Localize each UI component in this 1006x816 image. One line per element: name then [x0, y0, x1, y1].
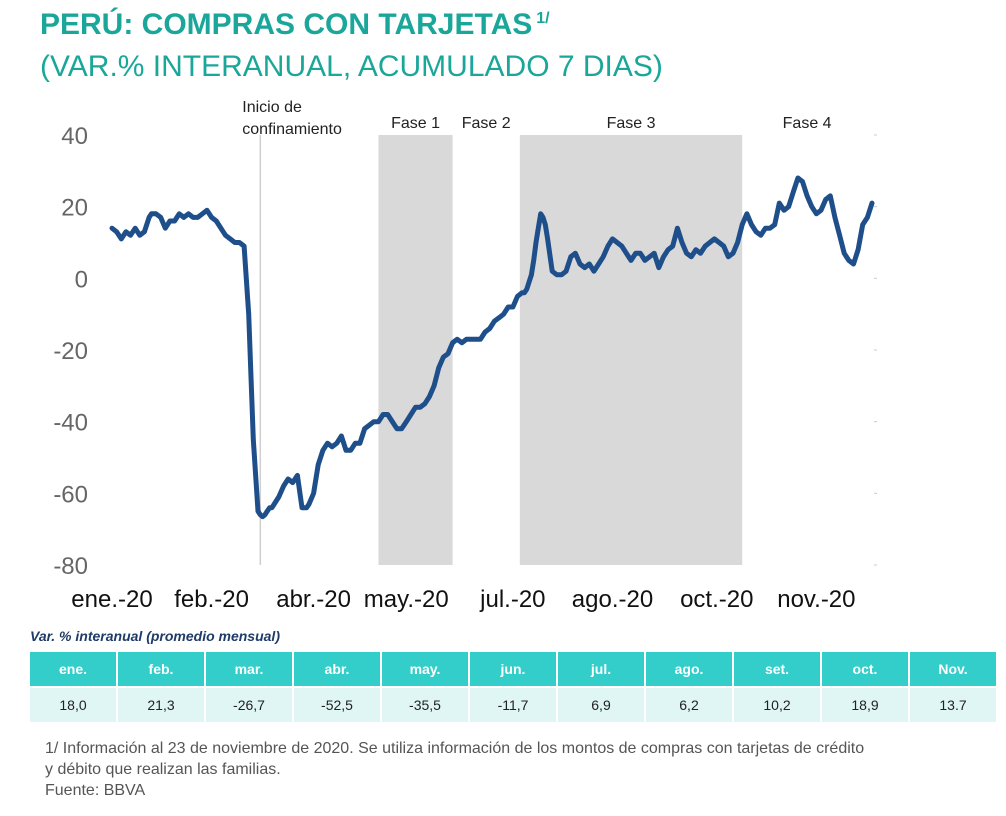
- line-chart: Fase 1 Fase 2 Fase 3 Fase 4 Inicio de confina…: [53, 99, 877, 613]
- footnote: 1/ Información al 23 de noviembre de 202…: [45, 738, 1005, 801]
- x-tick-label-3: may.-20: [364, 586, 449, 613]
- x-tick-label-5: ago.-20: [572, 586, 653, 613]
- y-tick-label-0: 40: [61, 123, 88, 150]
- phase-band-3: [519, 135, 743, 565]
- table-caption: Var. % interanual (promedio mensual): [30, 628, 280, 644]
- footnote-line2: y débito que realizan las familias.: [45, 761, 281, 778]
- table-header-8: set.: [734, 652, 820, 686]
- table-header-2: mar.: [206, 652, 292, 686]
- table-cell-10: 13.7: [910, 688, 996, 722]
- table-header-9: oct.: [822, 652, 908, 686]
- table-header-row: ene. feb. mar. abr. may. jun. jul. ago. set. oct.…: [30, 652, 996, 686]
- phase-label-3: Fase 3: [607, 115, 656, 132]
- series-line-0: [109, 175, 875, 520]
- footnote-line1: 1/ Información al 23 de noviembre de 202…: [45, 740, 865, 757]
- y-tick-label-4: -40: [53, 410, 88, 437]
- y-tick-label-1: 20: [61, 195, 88, 222]
- table-cell-3: -52,5: [294, 688, 380, 722]
- y-tick-label-6: -80: [53, 553, 88, 580]
- table-cell-7: 6,2: [646, 688, 732, 722]
- table-header-5: jun.: [470, 652, 556, 686]
- table-header-7: ago.: [646, 652, 732, 686]
- phase-label-1: Fase 1: [391, 115, 440, 132]
- chart-subtitle: (VAR.% INTERANUAL, ACUMULADO 7 DIAS): [40, 50, 663, 83]
- y-tick-label-3: -20: [53, 338, 88, 365]
- table-cell-2: -26,7: [206, 688, 292, 722]
- footnote-source: Fuente: BBVA: [45, 782, 146, 799]
- table-cell-1: 21,3: [118, 688, 204, 722]
- table-cell-5: -11,7: [470, 688, 556, 722]
- x-tick-label-6: oct.-20: [680, 586, 753, 613]
- phase-band-1: [378, 135, 453, 565]
- table-header-0: ene.: [30, 652, 116, 686]
- x-tick-label-2: abr.-20: [276, 586, 351, 613]
- table-cell-4: -35,5: [382, 688, 468, 722]
- x-tick-label-1: feb.-20: [174, 586, 249, 613]
- table-header-1: feb.: [118, 652, 204, 686]
- y-tick-label-5: -60: [53, 481, 88, 508]
- table-cell-8: 10,2: [734, 688, 820, 722]
- table-header-3: abr.: [294, 652, 380, 686]
- table-header-10: Nov.: [910, 652, 996, 686]
- x-tick-label-7: nov.-20: [777, 586, 855, 613]
- annotation-label-line2: confinamiento: [242, 121, 342, 138]
- table-header-6: jul.: [558, 652, 644, 686]
- annotation-label-line1: Inicio de: [242, 99, 302, 116]
- monthly-table: ene. feb. mar. abr. may. jun. jul. ago. set. oct.…: [28, 650, 998, 724]
- x-tick-label-4: jul.-20: [479, 586, 545, 613]
- phase-label-4: Fase 4: [783, 115, 832, 132]
- title-footnote-mark: 1/: [536, 10, 550, 27]
- x-tick-label-0: ene.-20: [71, 586, 152, 613]
- chart-title: PERÚ: COMPRAS CON TARJETAS 1/: [40, 8, 550, 42]
- phase-label-2: Fase 2: [462, 115, 511, 132]
- table-header-4: may.: [382, 652, 468, 686]
- table-row: 18,0 21,3 -26,7 -52,5 -35,5 -11,7 6,9 6,2 10,2 18…: [30, 688, 996, 722]
- table-cell-0: 18,0: [30, 688, 116, 722]
- chart-title-text: PERÚ: COMPRAS CON TARJETAS: [40, 8, 533, 41]
- table-cell-6: 6,9: [558, 688, 644, 722]
- table-cell-9: 18,9: [822, 688, 908, 722]
- y-tick-label-2: 0: [75, 266, 88, 293]
